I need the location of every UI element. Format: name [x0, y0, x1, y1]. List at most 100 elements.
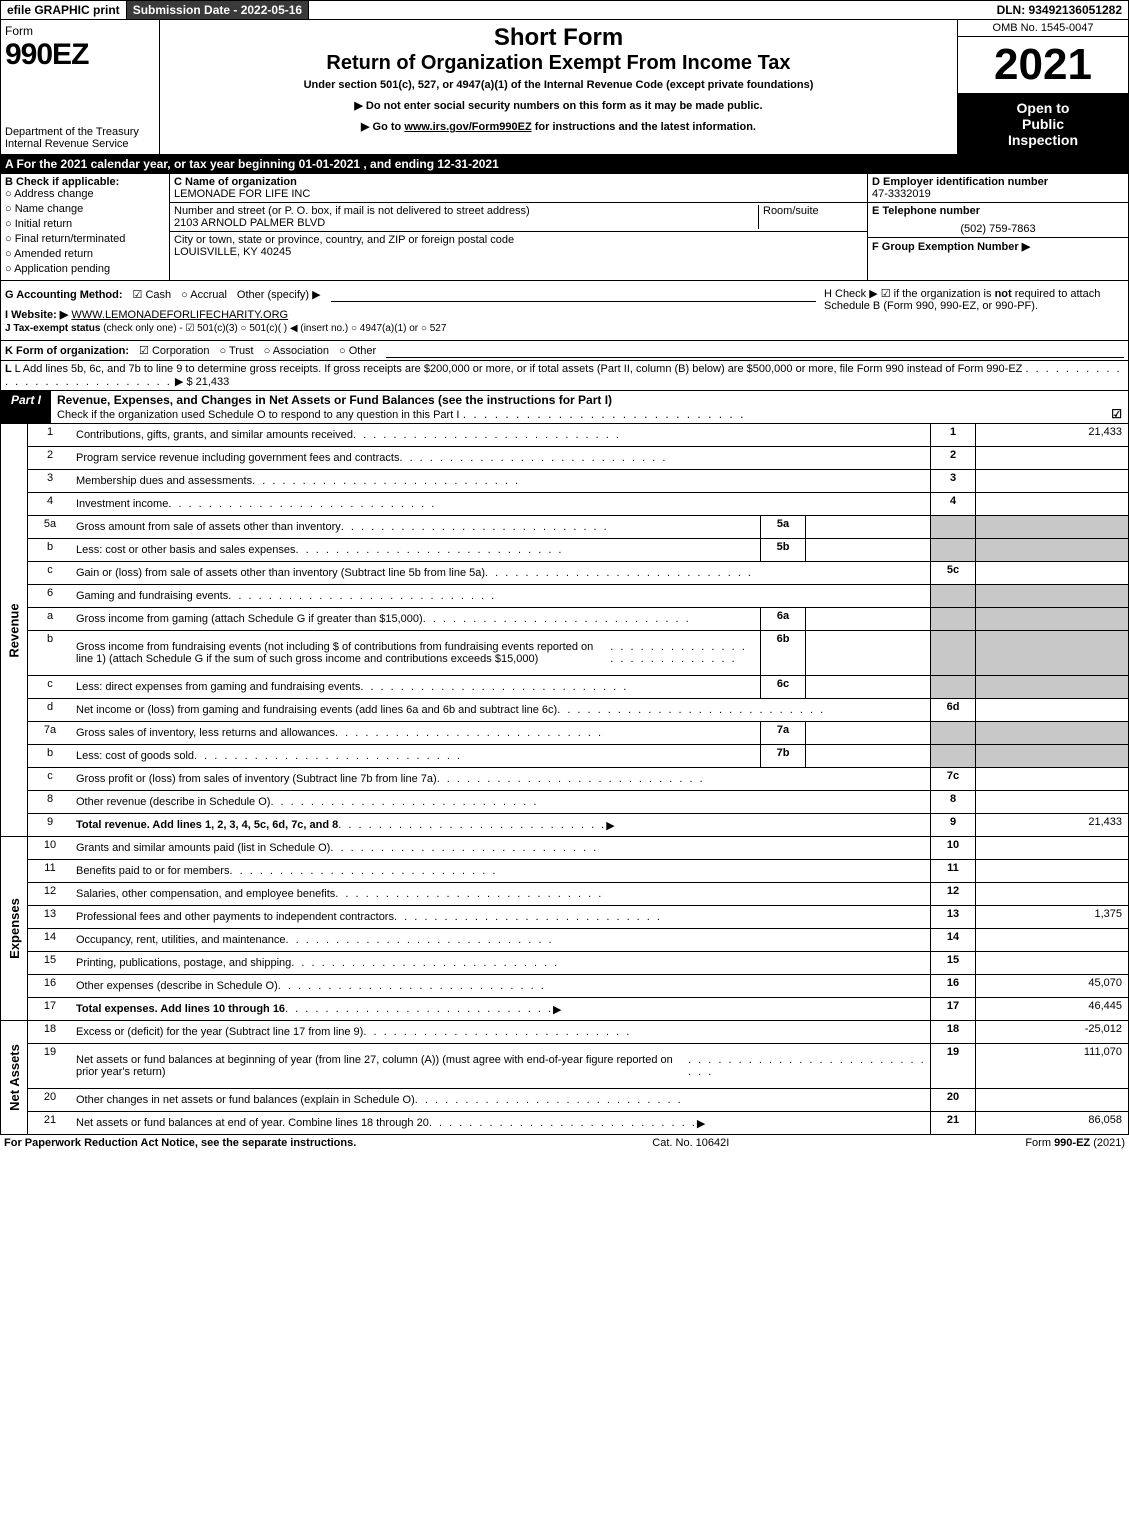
- section-a-calendar: A For the 2021 calendar year, or tax yea…: [0, 155, 1129, 174]
- part1-checkbox[interactable]: [1111, 407, 1122, 421]
- row-description: Other revenue (describe in Schedule O): [72, 791, 930, 813]
- line-cell: 16: [930, 975, 975, 997]
- f-lbl: F Group Exemption Number ▶: [872, 241, 1030, 253]
- table-row: 21Net assets or fund balances at end of …: [28, 1112, 1128, 1134]
- table-row: 17Total expenses. Add lines 10 through 1…: [28, 998, 1128, 1020]
- efile-print-label[interactable]: efile GRAPHIC print: [1, 1, 127, 19]
- value-cell: [975, 1089, 1128, 1111]
- department-label: Department of the Treasury Internal Reve…: [5, 126, 155, 150]
- row-number: 16: [28, 975, 72, 997]
- value-cell: 1,375: [975, 906, 1128, 928]
- row-number: 4: [28, 493, 72, 515]
- chk-application-pending[interactable]: Application pending: [5, 263, 165, 275]
- table-row: 14Occupancy, rent, utilities, and mainte…: [28, 929, 1128, 952]
- dept-irs: Internal Revenue Service: [5, 138, 155, 150]
- row-description: Investment income: [72, 493, 930, 515]
- website-link[interactable]: WWW.LEMONADEFORLIFECHARITY.ORG: [71, 309, 288, 321]
- row-number: 1: [28, 424, 72, 446]
- row-description: Less: cost of goods sold: [72, 745, 760, 767]
- chk-initial-return[interactable]: Initial return: [5, 218, 165, 230]
- netassets-table: Net Assets 18Excess or (deficit) for the…: [0, 1021, 1129, 1135]
- value-cell: [975, 929, 1128, 951]
- line-cell: 4: [930, 493, 975, 515]
- table-row: 3Membership dues and assessments3: [28, 470, 1128, 493]
- row-description: Occupancy, rent, utilities, and maintena…: [72, 929, 930, 951]
- header-mid-col: Short Form Return of Organization Exempt…: [160, 20, 958, 154]
- chk-trust[interactable]: Trust: [219, 345, 253, 357]
- footer-right-post: (2021): [1093, 1137, 1125, 1149]
- line-cell: 7c: [930, 768, 975, 790]
- l-amount: ▶ $ 21,433: [175, 376, 229, 388]
- chk-association[interactable]: Association: [264, 345, 329, 357]
- open-public-badge: Open to Public Inspection: [958, 94, 1128, 154]
- l-text: L Add lines 5b, 6c, and 7b to line 9 to …: [15, 363, 1023, 375]
- arrow-icon: ▶: [553, 1003, 561, 1016]
- row-description: Net income or (loss) from gaming and fun…: [72, 699, 930, 721]
- value-cell: [975, 860, 1128, 882]
- arrow-icon: ▶: [697, 1117, 705, 1130]
- chk-accrual[interactable]: Accrual: [181, 289, 227, 301]
- row-number: c: [28, 562, 72, 584]
- footer-mid: Cat. No. 10642I: [652, 1137, 729, 1149]
- line-cell: 17: [930, 998, 975, 1020]
- expenses-table: Expenses 10Grants and similar amounts pa…: [0, 837, 1129, 1021]
- table-row: 10Grants and similar amounts paid (list …: [28, 837, 1128, 860]
- sub-line-label: 7b: [760, 745, 805, 767]
- i-label: I Website: ▶: [5, 309, 68, 321]
- line-cell: [930, 631, 975, 675]
- line-cell: 18: [930, 1021, 975, 1043]
- table-row: 9Total revenue. Add lines 1, 2, 3, 4, 5c…: [28, 814, 1128, 836]
- row-description: Gross sales of inventory, less returns a…: [72, 722, 760, 744]
- goto-post: for instructions and the latest informat…: [535, 121, 756, 133]
- chk-name-change[interactable]: Name change: [5, 203, 165, 215]
- value-cell: 45,070: [975, 975, 1128, 997]
- line-cell: 5c: [930, 562, 975, 584]
- part1-title-wrap: Revenue, Expenses, and Changes in Net As…: [51, 391, 1128, 423]
- chk-final-return[interactable]: Final return/terminated: [5, 233, 165, 245]
- page-footer: For Paperwork Reduction Act Notice, see …: [0, 1135, 1129, 1151]
- open-line2: Public: [960, 116, 1126, 132]
- g-other-input[interactable]: [331, 287, 816, 302]
- col-c-org-info: C Name of organization LEMONADE FOR LIFE…: [170, 174, 868, 280]
- chk-address-change[interactable]: Address change: [5, 188, 165, 200]
- netassets-side-text: Net Assets: [7, 1044, 22, 1111]
- row-number: c: [28, 676, 72, 698]
- line-cell: 8: [930, 791, 975, 813]
- j-label: J Tax-exempt status: [5, 323, 103, 334]
- chk-amended-return[interactable]: Amended return: [5, 248, 165, 260]
- d-lbl: D Employer identification number: [872, 176, 1048, 188]
- sub-line-label: 6a: [760, 608, 805, 630]
- line-cell: 19: [930, 1044, 975, 1088]
- row-description: Total revenue. Add lines 1, 2, 3, 4, 5c,…: [72, 814, 930, 836]
- value-cell: [975, 676, 1128, 698]
- revenue-side-text: Revenue: [7, 603, 22, 657]
- value-cell: [975, 470, 1128, 492]
- street-value: 2103 ARNOLD PALMER BLVD: [174, 217, 325, 229]
- line-l-gross-receipts: L L Add lines 5b, 6c, and 7b to line 9 t…: [0, 361, 1129, 391]
- chk-corporation[interactable]: Corporation: [139, 344, 209, 357]
- value-cell: [975, 837, 1128, 859]
- row-number: 21: [28, 1112, 72, 1134]
- row-number: 12: [28, 883, 72, 905]
- line-cell: [930, 722, 975, 744]
- row-description: Gaming and fundraising events: [72, 585, 930, 607]
- expenses-side-label: Expenses: [1, 837, 28, 1020]
- row-number: 11: [28, 860, 72, 882]
- row-number: 19: [28, 1044, 72, 1088]
- irs-link[interactable]: www.irs.gov/Form990EZ: [404, 121, 531, 133]
- line-k-form-org: K Form of organization: Corporation Trus…: [0, 341, 1129, 361]
- line-cell: 3: [930, 470, 975, 492]
- header-left-col: Form 990EZ Department of the Treasury In…: [1, 20, 160, 154]
- ein-value: 47-3332019: [872, 188, 931, 200]
- row-description: Total expenses. Add lines 10 through 16 …: [72, 998, 930, 1020]
- line-cell: 20: [930, 1089, 975, 1111]
- table-row: bLess: cost of goods sold7b: [28, 745, 1128, 768]
- table-row: dNet income or (loss) from gaming and fu…: [28, 699, 1128, 722]
- chk-other-org[interactable]: Other: [339, 345, 376, 357]
- row-description: Salaries, other compensation, and employ…: [72, 883, 930, 905]
- k-other-input[interactable]: [386, 343, 1124, 358]
- row-number: 18: [28, 1021, 72, 1043]
- chk-cash[interactable]: Cash: [133, 288, 172, 301]
- row-description: Net assets or fund balances at beginning…: [72, 1044, 930, 1088]
- row-description: Excess or (deficit) for the year (Subtra…: [72, 1021, 930, 1043]
